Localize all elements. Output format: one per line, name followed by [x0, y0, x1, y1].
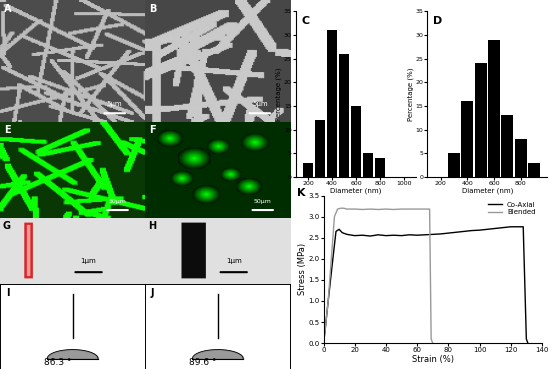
Co-Axial: [429, 232, 436, 237]
Co-Axial: [461, 229, 467, 234]
Blended: [375, 207, 382, 212]
Bar: [502, 115, 513, 177]
Text: F: F: [149, 125, 156, 135]
Co-Axial: [492, 226, 498, 231]
Text: D: D: [433, 16, 442, 26]
Co-Axial: [339, 231, 346, 235]
Co-Axial: [351, 234, 358, 238]
Line: Blended: Blended: [324, 208, 432, 343]
Blended: [341, 206, 347, 210]
Co-Axial: [437, 232, 444, 236]
Text: B: B: [149, 4, 157, 14]
Blended: [320, 341, 327, 345]
Co-Axial: [336, 227, 342, 231]
Co-Axial: [390, 233, 397, 237]
Co-Axial: [359, 233, 366, 237]
Text: K: K: [298, 188, 306, 198]
Bar: [375, 158, 385, 177]
Text: 50μm: 50μm: [254, 199, 272, 204]
Blended: [426, 207, 433, 211]
Text: 1μm: 1μm: [81, 258, 96, 264]
Bar: [515, 139, 526, 177]
Legend: Co-Axial, Blended: Co-Axial, Blended: [485, 199, 539, 218]
Co-Axial: [322, 328, 328, 333]
Blended: [334, 207, 341, 211]
Co-Axial: [375, 232, 382, 237]
Blended: [337, 206, 344, 210]
Co-Axial: [508, 225, 514, 229]
Blended: [428, 337, 435, 341]
Blended: [429, 341, 436, 345]
Co-Axial: [468, 228, 475, 233]
Blended: [343, 207, 350, 211]
Bar: [488, 39, 500, 177]
Co-Axial: [523, 337, 530, 341]
Text: C: C: [302, 16, 310, 26]
Bar: [528, 163, 540, 177]
Text: G: G: [3, 221, 11, 231]
Text: H: H: [148, 221, 156, 231]
Text: A: A: [4, 4, 12, 14]
Co-Axial: [414, 233, 420, 237]
Bar: [338, 54, 349, 177]
Blended: [325, 299, 331, 303]
Co-Axial: [476, 228, 483, 232]
Bar: [461, 101, 473, 177]
Blended: [414, 207, 420, 211]
Blended: [359, 207, 366, 212]
Text: 89.6 °: 89.6 °: [189, 358, 216, 367]
Co-Axial: [333, 229, 340, 234]
Bar: [302, 163, 313, 177]
Y-axis label: Percentage (%): Percentage (%): [276, 68, 283, 121]
Co-Axial: [445, 231, 452, 235]
Bar: [327, 30, 337, 177]
Bar: [448, 154, 460, 177]
Text: 1μm: 1μm: [226, 258, 242, 264]
Blended: [383, 207, 389, 211]
Blended: [421, 207, 428, 211]
Bar: [475, 63, 487, 177]
Co-Axial: [383, 234, 389, 238]
Bar: [363, 154, 373, 177]
Y-axis label: Percentage (%): Percentage (%): [407, 68, 414, 121]
Co-Axial: [453, 230, 460, 234]
Text: E: E: [4, 125, 11, 135]
X-axis label: Strain (%): Strain (%): [412, 355, 453, 364]
Text: J: J: [151, 289, 154, 299]
Line: Co-Axial: Co-Axial: [324, 227, 528, 343]
Blended: [406, 207, 413, 211]
X-axis label: Diameter (nm): Diameter (nm): [330, 188, 382, 194]
X-axis label: Diameter (nm): Diameter (nm): [462, 188, 513, 194]
Co-Axial: [325, 299, 331, 303]
Blended: [390, 207, 397, 212]
Blended: [328, 256, 335, 261]
Co-Axial: [421, 232, 428, 237]
Text: 50μm: 50μm: [108, 199, 127, 204]
Text: 5μm: 5μm: [252, 101, 268, 107]
Co-Axial: [367, 234, 374, 238]
Blended: [322, 328, 328, 333]
Blended: [331, 214, 338, 219]
Text: 5μm: 5μm: [107, 101, 123, 107]
Co-Axial: [320, 341, 327, 345]
Co-Axial: [343, 232, 350, 237]
Co-Axial: [515, 225, 522, 229]
Co-Axial: [484, 227, 491, 231]
Blended: [351, 207, 358, 211]
Text: I: I: [6, 289, 9, 299]
Co-Axial: [520, 225, 526, 229]
Co-Axial: [398, 234, 405, 238]
Text: 86.3 °: 86.3 °: [44, 358, 71, 367]
Co-Axial: [330, 256, 336, 261]
Co-Axial: [525, 341, 531, 345]
Co-Axial: [406, 232, 413, 237]
Y-axis label: Stress (MPa): Stress (MPa): [298, 243, 307, 296]
Co-Axial: [499, 225, 506, 230]
Bar: [315, 120, 325, 177]
Blended: [398, 207, 405, 211]
Blended: [367, 207, 374, 211]
Bar: [351, 106, 361, 177]
